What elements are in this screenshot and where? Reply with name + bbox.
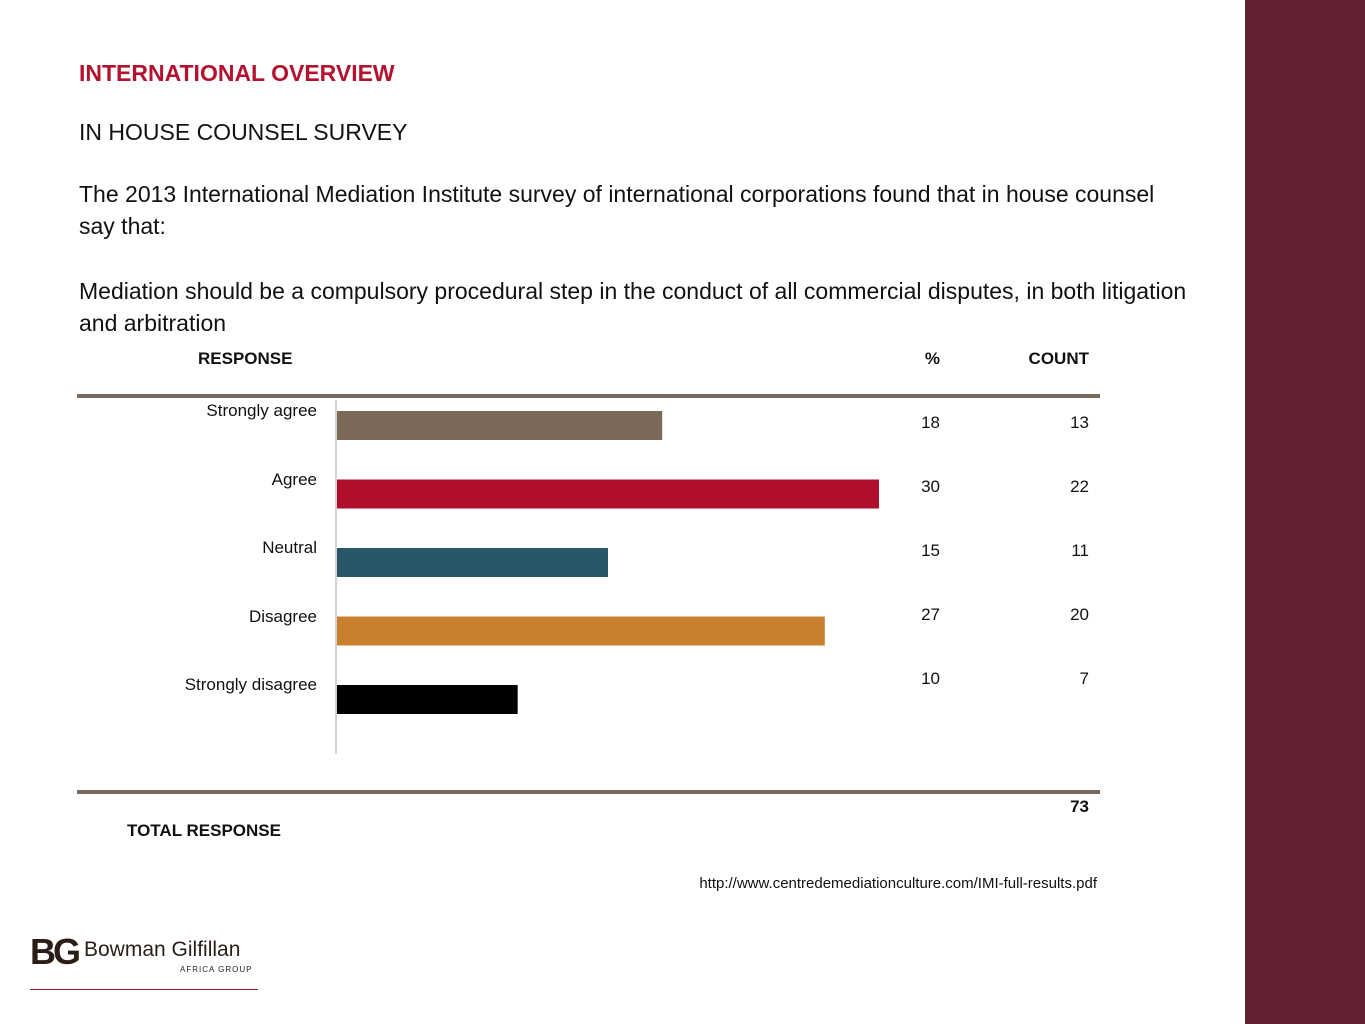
company-logo: BG Bowman Gilfillan AFRICA GROUP (30, 934, 258, 992)
header-count: COUNT (1028, 349, 1089, 368)
slide-subtitle: IN HOUSE COUNSEL SURVEY (79, 119, 408, 145)
percent-value: 10 (921, 669, 940, 688)
table-top-rule (77, 394, 1100, 398)
count-value: 13 (1070, 413, 1089, 432)
logo-subtitle: AFRICA GROUP (180, 965, 253, 974)
bar-series (337, 411, 879, 714)
percent-value: 27 (921, 605, 940, 624)
bar-agree (337, 479, 879, 509)
bar-chart (335, 400, 879, 754)
bar-neutral (337, 548, 608, 577)
count-value: 20 (1070, 605, 1089, 624)
count-value: 7 (1079, 669, 1089, 688)
total-response-label: TOTAL RESPONSE (127, 821, 281, 840)
percent-value: 18 (921, 413, 940, 432)
percent-value: 15 (921, 541, 940, 560)
category-label: Agree (271, 470, 317, 489)
count-value: 22 (1070, 477, 1089, 496)
category-label: Strongly disagree (184, 675, 317, 694)
header-percent: % (924, 349, 940, 368)
category-label: Neutral (262, 538, 317, 557)
source-link[interactable]: http://www.centredemediationculture.com/… (699, 875, 1097, 892)
category-label: Disagree (248, 607, 317, 626)
category-label: Strongly agree (206, 401, 317, 420)
bar-strongly-agree (337, 411, 663, 440)
total-count-value: 73 (1070, 797, 1089, 816)
logo-underline (30, 989, 258, 990)
survey-statement: Mediation should be a compulsory procedu… (79, 278, 1187, 336)
logo-monogram: BG (30, 931, 81, 972)
bar-strongly-disagree (337, 685, 518, 714)
logo-name: Bowman Gilfillan (84, 938, 241, 961)
header-response: RESPONSE (198, 349, 293, 368)
section-kicker: INTERNATIONAL OVERVIEW (79, 60, 395, 86)
intro-paragraph: The 2013 International Mediation Institu… (79, 181, 1155, 239)
percent-value: 30 (921, 477, 940, 496)
bar-disagree (337, 616, 825, 646)
count-value: 11 (1071, 541, 1089, 560)
side-color-band (1245, 0, 1365, 1024)
table-bottom-rule (77, 790, 1100, 794)
